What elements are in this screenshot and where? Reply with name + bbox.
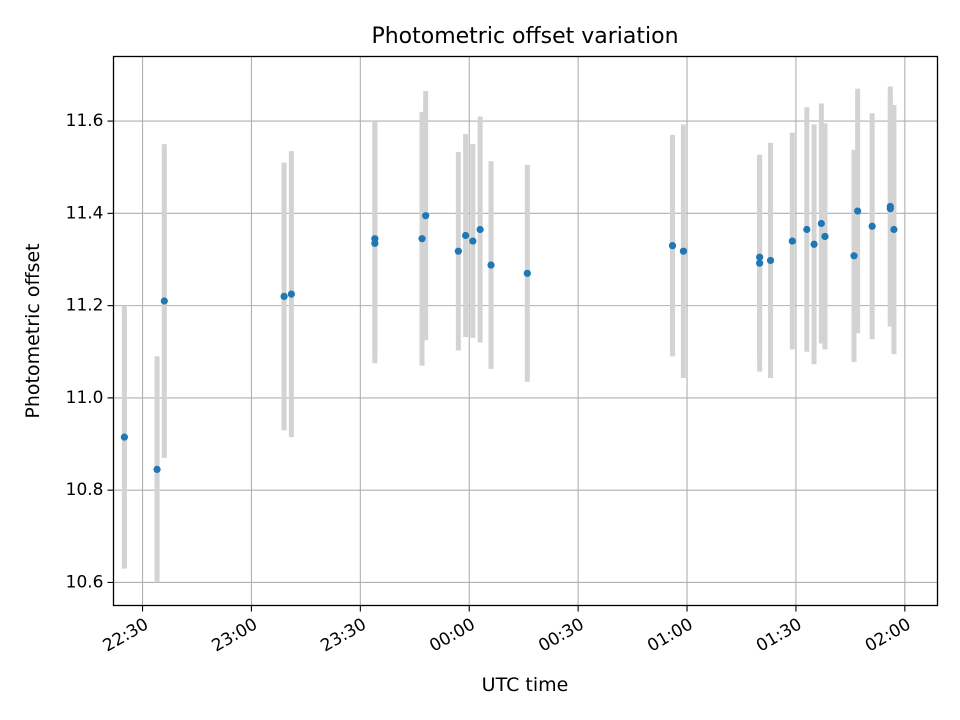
data-point [850,252,858,260]
y-tick-label: 11.0 [66,388,104,408]
data-point [454,247,462,255]
y-tick-label: 11.6 [66,111,104,131]
chart-title: Photometric offset variation [371,24,678,49]
data-point [120,433,128,441]
data-point [766,256,775,265]
data-point [886,205,894,213]
data-point [153,465,161,474]
data-point [756,253,764,261]
data-point [817,219,825,228]
y-tick-label: 11.2 [66,296,104,316]
y-tick-label: 10.8 [66,480,104,500]
data-point [160,297,168,305]
data-point [469,237,477,245]
data-point [803,225,811,234]
y-axis-ticks: 10.6 10.8 11.0 11.2 11.4 11.6 [66,111,114,592]
grid [113,56,938,606]
data-point [280,292,288,300]
data-point [810,240,818,248]
data-point [487,261,495,269]
data-point [422,212,430,220]
data-point [523,269,531,277]
y-tick-label: 10.6 [66,572,104,592]
data-point [821,232,829,241]
plot-frame [112,55,939,607]
x-axis-label: UTC time [482,674,569,696]
data-point [476,225,484,234]
data-point [868,222,876,230]
data-point [668,242,677,250]
data-point [788,237,796,245]
data-point [287,290,295,298]
data-point [890,225,898,234]
data-point [679,247,688,255]
data-points [120,202,898,474]
data-point [462,231,470,240]
y-tick-label: 11.4 [66,203,104,223]
data-point [371,239,379,247]
data-point [854,207,862,215]
data-point [756,259,764,267]
y-axis-label: Photometric offset [22,243,44,418]
data-point [418,235,426,243]
